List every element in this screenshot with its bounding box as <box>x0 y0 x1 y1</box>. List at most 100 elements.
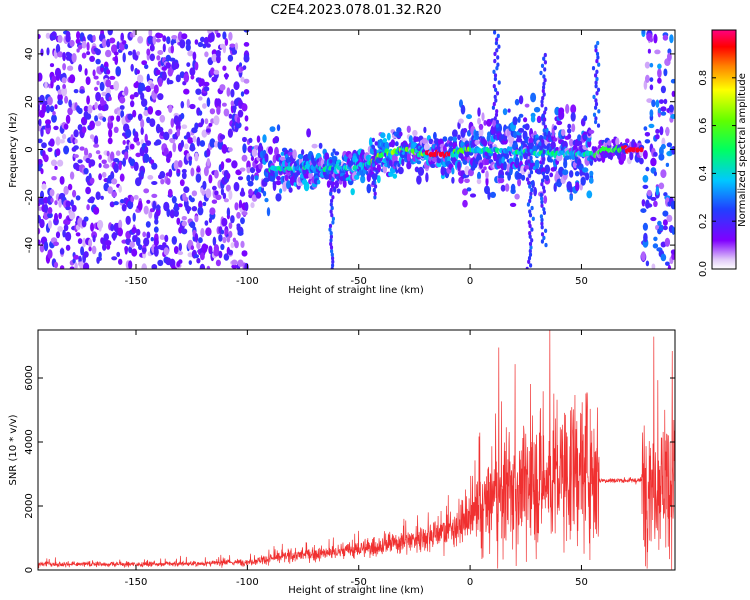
spectrogram-cell <box>44 81 48 89</box>
spectrogram-cell <box>119 173 125 182</box>
spectrogram-cell <box>58 212 62 219</box>
spectrogram-cell <box>65 231 72 242</box>
spectrogram-cell <box>67 65 74 71</box>
spectrogram-cell <box>180 101 185 109</box>
spectrogram-cell <box>649 84 654 91</box>
spectrogram-cell <box>244 126 249 131</box>
spectrogram-cell <box>238 199 243 210</box>
spectrogram-cell <box>527 259 531 264</box>
spectrogram-cell <box>179 179 185 187</box>
spectrogram-cell <box>153 247 159 257</box>
spectrogram-cell <box>276 175 281 181</box>
spectrogram-cell <box>120 199 125 204</box>
spectrogram-cell <box>495 48 499 53</box>
spectrogram-cell <box>79 146 85 151</box>
spectrogram-cell <box>134 131 139 139</box>
spectrogram-cell <box>528 166 533 171</box>
spectrogram-cell <box>329 231 333 236</box>
spectrogram-cell <box>72 189 77 198</box>
spectrogram-cell <box>466 114 472 120</box>
spectrogram-cell <box>54 200 58 206</box>
spectrogram-cell <box>196 241 201 250</box>
spectrogram-cell <box>100 67 104 73</box>
spectrogram-cell <box>155 109 162 116</box>
spectrogram-cell <box>331 177 335 182</box>
spectrogram-cell <box>151 181 158 185</box>
spectrogram-cell <box>542 56 546 61</box>
spectrogram-cell <box>625 138 630 144</box>
spectrogram-cell <box>329 234 333 239</box>
spectrogram-cell <box>234 42 239 51</box>
spectrogram-cell <box>416 160 422 165</box>
spectrogram-cell <box>108 128 113 138</box>
spectrogram-cell <box>483 120 487 126</box>
spectrogram-cell <box>658 153 665 161</box>
spectrogram-cell <box>669 34 674 44</box>
spectrogram-cell <box>153 84 159 94</box>
spectrogram-cell <box>189 103 196 110</box>
spectrogram-y-ticks: -40 -20 0 20 40 <box>24 48 675 253</box>
spectrogram-cell <box>500 184 506 192</box>
spectrogram-cell <box>639 147 644 153</box>
spectrogram-cell <box>143 110 149 117</box>
spectrogram-cell <box>216 106 221 115</box>
spectrogram-cell <box>251 148 258 157</box>
colorbar-tick-label: 0.4 <box>698 165 709 181</box>
spectrogram-cell <box>652 243 659 249</box>
spectrogram-cell <box>596 87 601 93</box>
spectrogram-cell <box>481 112 485 122</box>
spectrogram-cell <box>527 152 531 157</box>
spectrogram-cell <box>85 76 91 85</box>
spectrogram-cell <box>563 159 568 169</box>
spectrogram-cell <box>526 148 530 153</box>
spectrogram-cell <box>103 103 109 111</box>
spectrogram-cell <box>202 103 207 109</box>
spectrogram-cell <box>194 215 199 223</box>
spectrogram-cell <box>279 156 286 161</box>
spectrogram-cell <box>221 144 228 154</box>
spectrogram-cell <box>94 86 99 91</box>
spectrogram-cell <box>199 263 206 269</box>
spectrogram-cell <box>77 159 83 164</box>
spectrogram-cell <box>212 236 217 246</box>
spectrogram-cell <box>169 57 176 62</box>
spectrogram-cell <box>464 178 470 184</box>
spectrogram-cell <box>55 231 61 239</box>
spectrogram-cell <box>376 175 381 184</box>
spectrogram-cell <box>587 139 592 148</box>
spectrogram-cell <box>144 146 149 154</box>
spectrogram-cell <box>542 74 546 79</box>
spectrogram-cell <box>596 40 600 46</box>
spectrogram-cell <box>57 99 63 106</box>
spectrogram-cell <box>120 110 125 119</box>
spectrogram-cell <box>306 128 311 138</box>
x-tick-label: -50 <box>351 577 367 588</box>
spectrogram-cell <box>491 105 495 110</box>
spectrogram-cell <box>368 137 373 147</box>
spectrogram-cell <box>170 118 175 128</box>
spectrogram-cell <box>382 138 388 143</box>
spectrogram-cell <box>113 163 119 174</box>
spectrogram-cell <box>330 248 334 254</box>
spectrogram-cell <box>649 77 654 82</box>
spectrogram-cell <box>390 139 396 148</box>
spectrogram-cell <box>647 189 652 197</box>
spectrogram-cell <box>125 129 132 138</box>
spectrogram-cell <box>478 123 484 130</box>
spectrogram-cell <box>543 124 548 129</box>
spectrogram-cell <box>206 265 211 269</box>
spectrogram-cell <box>492 84 496 89</box>
spectrogram-cell <box>496 55 500 60</box>
spectrogram-cell <box>667 52 672 62</box>
spectrogram-cell <box>98 173 102 181</box>
spectrogram-cell <box>103 233 109 242</box>
spectrogram-cell <box>373 152 377 157</box>
spectrogram-cell <box>73 145 79 151</box>
spectrogram-cell <box>59 176 65 185</box>
spectrogram-cell <box>95 58 101 65</box>
spectrogram-cell <box>594 73 598 78</box>
spectrogram-cell <box>373 195 377 200</box>
spectrogram-cell <box>514 156 520 166</box>
spectrogram-cell <box>493 51 497 57</box>
spectrogram-cell <box>105 240 112 246</box>
